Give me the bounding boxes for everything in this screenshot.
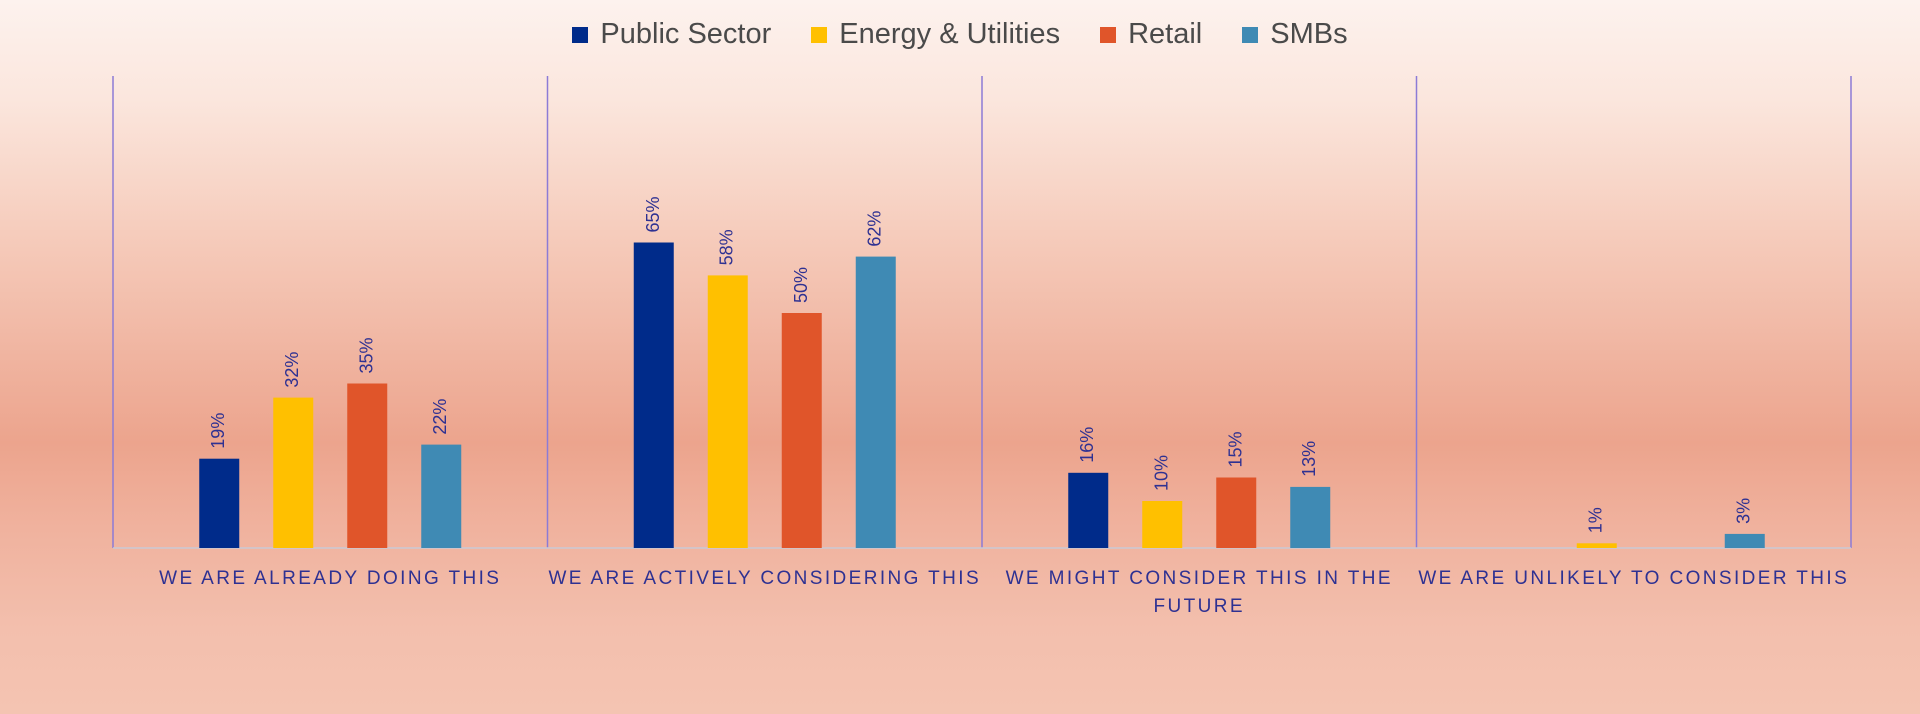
category-label: FUTURE [1154,596,1245,617]
legend-swatch [572,26,589,43]
data-label-public-sector-2: 65% [643,196,663,232]
legend-label: Public Sector [600,18,772,50]
data-label-retail-1: 35% [356,337,376,373]
data-label-smbs-1: 22% [430,399,450,435]
bar-public-sector-2 [633,242,674,548]
data-label-smbs-4: 3% [1734,498,1754,524]
legend-label: SMBs [1270,18,1348,50]
data-label-energy-utilities-2: 58% [717,229,737,265]
category-label: WE ARE ACTIVELY CONSIDERING THIS [548,568,981,589]
bar-public-sector-3 [1068,472,1109,548]
legend-swatch [1242,26,1259,43]
bar-retail-1 [347,383,388,548]
data-label-public-sector-1: 19% [208,413,228,449]
chart-legend: Public Sector Energy & Utilities Retail SMB… [0,18,1920,51]
category-label: WE MIGHT CONSIDER THIS IN THE [1006,568,1393,589]
bar-retail-3 [1216,477,1257,548]
data-label-smbs-3: 13% [1299,441,1319,477]
bar-energy-utilities-2 [707,275,748,548]
legend-item-retail: Retail [1100,18,1202,51]
legend-item-smbs: SMBs [1242,18,1348,51]
bar-smbs-1 [421,444,462,548]
legend-item-energy-utilities: Energy & Utilities [811,18,1060,51]
bar-smbs-2 [855,256,896,548]
bar-public-sector-1 [199,458,240,548]
data-label-smbs-2: 62% [865,211,885,247]
legend-label: Energy & Utilities [839,18,1061,50]
bar-energy-utilities-4 [1576,543,1617,548]
bar-smbs-4 [1724,533,1765,548]
legend-swatch [1100,26,1117,43]
data-label-retail-3: 15% [1225,431,1245,467]
legend-item-public-sector: Public Sector [572,18,771,51]
bar-energy-utilities-3 [1142,501,1183,548]
legend-label: Retail [1128,18,1203,50]
legend-swatch [811,26,828,43]
data-label-energy-utilities-4: 1% [1586,507,1606,533]
data-label-energy-utilities-1: 32% [282,352,302,388]
data-label-retail-2: 50% [791,267,811,303]
data-label-energy-utilities-3: 10% [1151,455,1171,491]
bar-energy-utilities-1 [273,397,314,548]
bar-retail-2 [781,313,822,548]
category-label: WE ARE UNLIKELY TO CONSIDER THIS [1418,568,1849,589]
bar-smbs-3 [1290,486,1331,548]
data-label-public-sector-3: 16% [1077,427,1097,463]
category-label: WE ARE ALREADY DOING THIS [159,568,501,589]
